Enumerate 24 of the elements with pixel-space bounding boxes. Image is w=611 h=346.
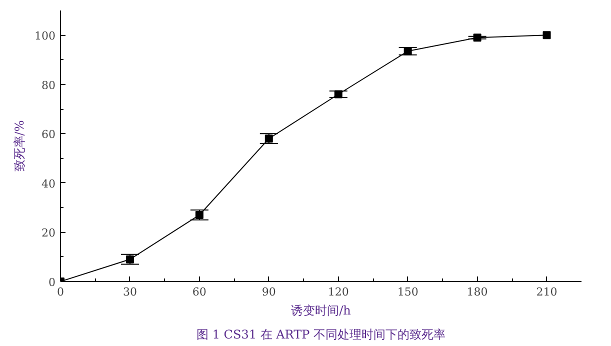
point bbox=[195, 210, 204, 219]
y-tick-label: 0 bbox=[48, 276, 56, 289]
x-tick-label: 30 bbox=[122, 286, 137, 298]
x-tick-label: 90 bbox=[262, 286, 276, 298]
y-axis-title: 致死率/% bbox=[12, 120, 27, 172]
x-tick-label: 0 bbox=[57, 286, 64, 298]
y-tick-label: 80 bbox=[42, 78, 56, 92]
x-tick-label: 180 bbox=[466, 286, 488, 298]
x-tick-label: 120 bbox=[328, 286, 349, 298]
x-tick-label: 150 bbox=[397, 286, 418, 298]
point bbox=[542, 31, 551, 40]
point bbox=[126, 255, 134, 264]
point bbox=[334, 90, 342, 98]
y-tick-label: 20 bbox=[42, 226, 56, 240]
caption: 图 1 CS31 在 ARTP 不同处理时间下的致死率 bbox=[196, 328, 446, 342]
point bbox=[264, 134, 273, 143]
point bbox=[404, 47, 412, 56]
y-tick-label: 60 bbox=[42, 128, 56, 142]
y-tick-label: 100 bbox=[34, 30, 56, 43]
y-tick-label: 40 bbox=[42, 177, 56, 190]
x-tick-label: 210 bbox=[536, 286, 558, 298]
x-tick-label: 60 bbox=[192, 286, 206, 298]
x-axis-title: 诱变时间/h bbox=[291, 304, 352, 318]
point bbox=[473, 34, 482, 42]
